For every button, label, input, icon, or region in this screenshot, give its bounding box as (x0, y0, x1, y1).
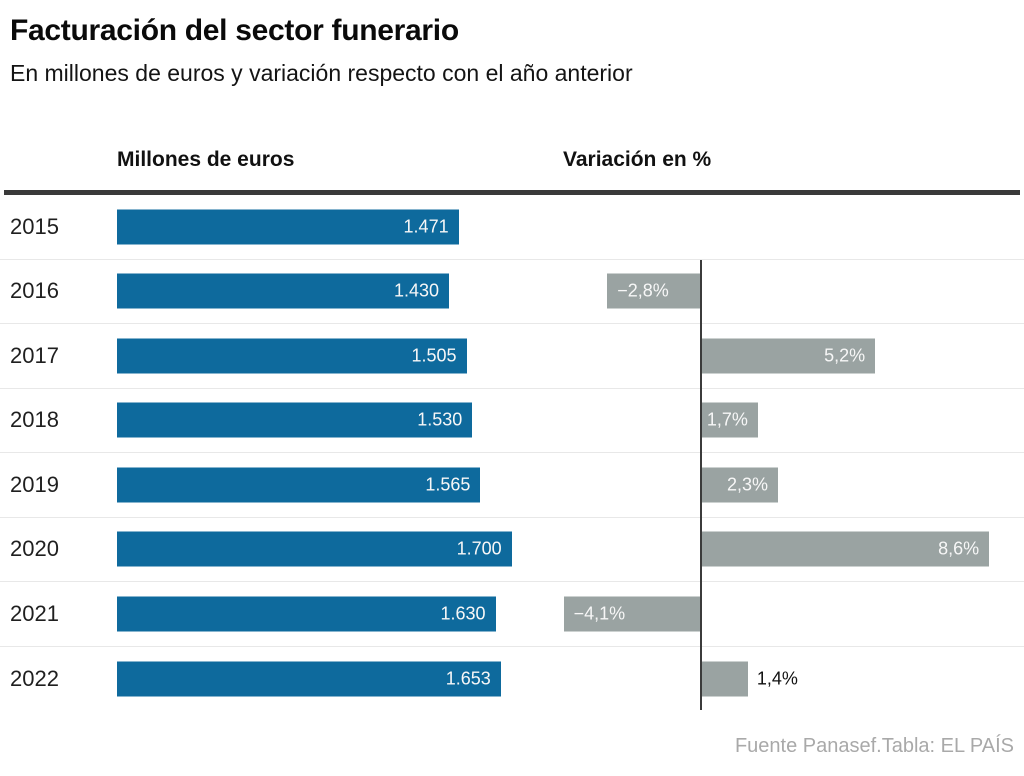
variation-bar-value: −4,1% (573, 603, 626, 624)
euro-bar: 1.530 (117, 402, 473, 438)
variation-bar-value: 5,2% (824, 345, 866, 366)
euro-bar-value: 1.530 (417, 409, 463, 430)
zero-axis-line (700, 259, 702, 710)
page-title: Facturación del sector funerario (10, 14, 459, 47)
euro-bar: 1.565 (117, 467, 481, 503)
column-header-euros: Millones de euros (117, 148, 295, 171)
euro-bar-value: 1.565 (425, 474, 471, 495)
row-year-label: 2022 (10, 665, 59, 691)
variation-bar: 2,3% (701, 467, 778, 503)
table-row: 2022 1.653 1,4% (0, 647, 1024, 712)
row-year-label: 2019 (10, 471, 59, 497)
euro-bar: 1.471 (117, 209, 459, 245)
row-year-label: 2015 (10, 213, 59, 239)
table-row: 2015 1.471 (0, 195, 1024, 260)
table-row: 2021 1.630 −4,1% (0, 582, 1024, 647)
table-row: 2020 1.700 8,6% (0, 518, 1024, 582)
page-subtitle: En millones de euros y variación respect… (10, 60, 633, 86)
header-rule (4, 190, 1020, 195)
column-header-variation: Variación en % (563, 148, 712, 171)
row-year-label: 2016 (10, 278, 59, 304)
table-row: 2019 1.565 2,3% (0, 453, 1024, 518)
variation-bar-value: 2,3% (726, 474, 768, 495)
variation-bar: −4,1% (563, 596, 701, 632)
variation-bar-value: 8,6% (938, 538, 980, 559)
row-year-label: 2020 (10, 536, 59, 562)
table-row: 2018 1.530 1,7% (0, 389, 1024, 453)
row-year-label: 2017 (10, 342, 59, 368)
euro-bar: 1.700 (117, 531, 512, 567)
variation-bar (701, 661, 748, 697)
euro-bar-value: 1.505 (411, 345, 457, 366)
variation-bar: 5,2% (701, 338, 876, 374)
source-credit: Fuente Panasef.Tabla: EL PAÍS (734, 735, 1014, 757)
euro-bar-value: 1.471 (403, 216, 449, 237)
table-row: 2016 1.430 −2,8% (0, 260, 1024, 324)
variation-bar: 1,7% (701, 402, 758, 438)
variation-bar-value: 1,7% (706, 409, 748, 430)
variation-bar-value: 1,4% (756, 668, 798, 689)
euro-bar: 1.630 (117, 596, 496, 632)
euro-bar-value: 1.430 (393, 280, 439, 301)
chart-rows: 2015 1.471 2016 1.430 −2,8% 2017 1.505 5,2% 2018… (0, 195, 1024, 711)
euro-bar-value: 1.700 (456, 538, 502, 559)
variation-bar-value: −2,8% (617, 280, 669, 301)
euro-bar: 1.505 (117, 338, 467, 374)
variation-bar: −2,8% (607, 273, 701, 309)
euro-bar: 1.653 (117, 661, 501, 697)
euro-bar: 1.430 (117, 273, 449, 309)
row-year-label: 2021 (10, 600, 59, 626)
row-year-label: 2018 (10, 407, 59, 433)
table-row: 2017 1.505 5,2% (0, 324, 1024, 389)
euro-bar-value: 1.630 (440, 603, 486, 624)
variation-bar: 8,6% (701, 531, 990, 567)
euro-bar-value: 1.653 (445, 668, 491, 689)
